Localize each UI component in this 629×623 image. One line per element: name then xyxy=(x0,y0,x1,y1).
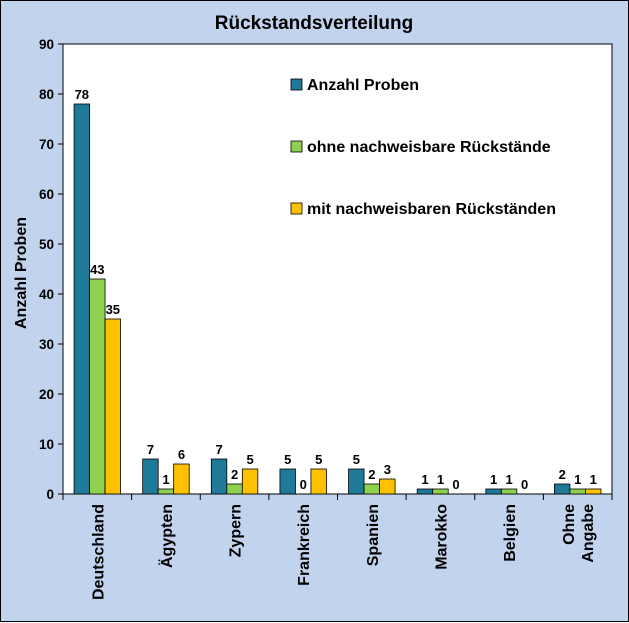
data-label: 5 xyxy=(315,452,322,467)
bar xyxy=(173,463,190,495)
bar xyxy=(569,488,586,495)
x-category-label: Ohne Angabe xyxy=(561,504,597,563)
y-tick-label: 90 xyxy=(39,37,54,52)
x-category-label: Ägypten xyxy=(158,504,176,568)
y-tick-label: 40 xyxy=(39,287,54,302)
data-label: 2 xyxy=(231,467,238,482)
x-category-label: Spanien xyxy=(365,504,382,566)
bar xyxy=(89,278,106,495)
data-label: 5 xyxy=(284,452,291,467)
plot-area xyxy=(62,43,613,495)
bar xyxy=(210,458,228,495)
data-label: 0 xyxy=(521,477,528,492)
legend-swatch xyxy=(290,140,303,153)
bar xyxy=(500,488,518,495)
data-label: 1 xyxy=(437,472,444,487)
y-tick-label: 80 xyxy=(39,87,54,102)
bar xyxy=(416,488,434,495)
bar xyxy=(363,483,380,495)
data-label: 0 xyxy=(300,477,307,492)
bar xyxy=(379,478,396,495)
bar xyxy=(104,318,121,495)
bar xyxy=(157,488,175,495)
y-tick-label: 10 xyxy=(39,437,54,452)
data-label: 2 xyxy=(368,467,375,482)
legend-label: Anzahl Proben xyxy=(307,77,419,94)
x-category-label: Marokko xyxy=(433,504,450,570)
y-tick-label: 20 xyxy=(39,387,54,402)
bar xyxy=(310,468,327,495)
data-label: 2 xyxy=(559,467,566,482)
data-label: 5 xyxy=(246,452,253,467)
legend-label: mit nachweisbaren Rückständen xyxy=(307,201,556,218)
chart-title: Rückstandsverteilung xyxy=(215,13,414,34)
data-label: 7 xyxy=(215,442,222,457)
data-label: 43 xyxy=(90,262,104,277)
legend-swatch xyxy=(290,202,303,215)
data-label: 1 xyxy=(421,472,428,487)
data-label: 1 xyxy=(590,472,597,487)
data-label: 78 xyxy=(75,87,89,102)
data-label: 6 xyxy=(178,447,185,462)
data-label: 1 xyxy=(490,472,497,487)
bar xyxy=(554,483,571,495)
bar xyxy=(279,468,296,495)
x-category-label: Deutschland xyxy=(90,504,107,600)
legend-swatch xyxy=(290,78,303,91)
x-category-label: Belgien xyxy=(502,504,519,562)
data-label: 3 xyxy=(384,462,391,477)
x-category-label: Zypern xyxy=(228,504,245,557)
data-label: 1 xyxy=(574,472,581,487)
y-axis-label: Anzahl Proben xyxy=(13,217,30,329)
bar xyxy=(348,468,365,495)
bar xyxy=(432,488,449,495)
bar xyxy=(142,458,159,495)
y-tick-label: 50 xyxy=(39,237,54,252)
bar xyxy=(585,488,602,495)
x-category-label: Frankreich xyxy=(296,504,313,586)
data-label: 1 xyxy=(162,472,169,487)
y-tick-label: 30 xyxy=(39,337,54,352)
bar xyxy=(485,488,502,495)
y-tick-label: 70 xyxy=(39,137,54,152)
data-label: 35 xyxy=(106,302,120,317)
data-label: 5 xyxy=(353,452,360,467)
y-tick-label: 60 xyxy=(39,187,54,202)
data-label: 0 xyxy=(452,477,459,492)
data-label: 1 xyxy=(505,472,512,487)
bar xyxy=(226,483,243,495)
bar xyxy=(73,103,90,495)
data-label: 7 xyxy=(147,442,154,457)
legend-label: ohne nachweisbare Rückstände xyxy=(307,139,551,156)
y-tick-label: 0 xyxy=(46,487,54,502)
bar xyxy=(241,468,259,495)
